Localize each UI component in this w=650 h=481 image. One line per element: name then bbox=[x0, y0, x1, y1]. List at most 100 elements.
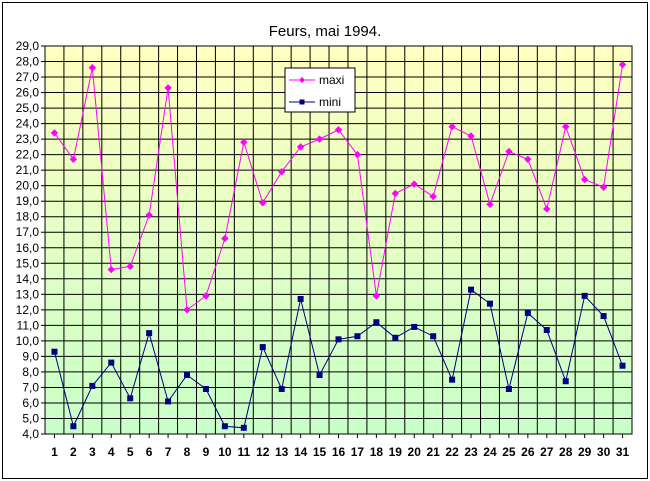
data-point-maxi bbox=[543, 205, 551, 213]
y-tick-label: 11,0 bbox=[17, 318, 40, 332]
data-point-mini bbox=[51, 348, 58, 355]
series-mini bbox=[51, 286, 626, 431]
data-point-maxi bbox=[277, 168, 286, 176]
y-tick-label: 10,0 bbox=[16, 334, 40, 348]
y-tick-label: 24,0 bbox=[16, 117, 40, 131]
y-tick-label: 14,0 bbox=[16, 272, 40, 286]
data-point-maxi bbox=[562, 122, 570, 131]
x-tick-label: 1 bbox=[51, 445, 58, 459]
x-tick-label: 8 bbox=[184, 445, 191, 459]
data-point-mini bbox=[392, 334, 399, 341]
data-point-maxi bbox=[467, 132, 475, 140]
x-tick-label: 16 bbox=[332, 445, 346, 459]
data-point-mini bbox=[524, 309, 531, 316]
y-tick-label: 8,0 bbox=[22, 365, 39, 379]
data-point-mini bbox=[70, 423, 77, 430]
data-point-mini bbox=[486, 300, 493, 307]
data-point-maxi bbox=[524, 155, 532, 164]
data-point-maxi bbox=[429, 192, 437, 201]
legend-marker bbox=[299, 99, 305, 105]
y-tick-label: 21,0 bbox=[16, 163, 40, 177]
y-tick-label: 6,0 bbox=[22, 396, 39, 410]
x-tick-label: 6 bbox=[146, 445, 153, 459]
x-tick-label: 29 bbox=[578, 445, 592, 459]
data-point-maxi bbox=[145, 211, 153, 219]
data-point-mini bbox=[562, 378, 569, 385]
data-point-mini bbox=[600, 313, 607, 320]
data-point-mini bbox=[316, 372, 323, 379]
y-tick-label: 26,0 bbox=[16, 86, 40, 100]
x-tick-label: 3 bbox=[89, 445, 96, 459]
series-layer bbox=[50, 60, 627, 431]
x-tick-label: 25 bbox=[502, 445, 516, 459]
y-tick-label: 18,0 bbox=[16, 210, 40, 224]
data-point-maxi bbox=[88, 64, 97, 72]
data-point-maxi bbox=[599, 183, 608, 191]
data-point-mini bbox=[335, 336, 342, 343]
data-point-maxi bbox=[334, 126, 343, 134]
data-point-mini bbox=[619, 362, 626, 369]
data-point-mini bbox=[108, 359, 115, 366]
y-tick-label: 28,0 bbox=[16, 55, 40, 69]
x-tick-label: 28 bbox=[559, 445, 573, 459]
y-axis-ticks: 4,0 5,06,0 7,08,0 9,010,0 11,012,0 13,014,0 15… bbox=[16, 39, 45, 441]
data-point-maxi bbox=[221, 234, 229, 243]
data-point-maxi bbox=[315, 135, 324, 143]
data-point-mini bbox=[354, 333, 361, 340]
y-tick-label: 20,0 bbox=[16, 179, 40, 193]
x-axis-ticks: 1 2 3 4 5 6 7 8 9 10 11 12 13 14 15 16 17 18 19 20 21 22 23 24 2… bbox=[51, 434, 630, 459]
y-tick-label: 16,0 bbox=[16, 241, 40, 255]
x-tick-label: 30 bbox=[597, 445, 611, 459]
data-point-maxi bbox=[259, 199, 267, 207]
data-point-mini bbox=[221, 423, 228, 430]
legend-label: maxi bbox=[319, 73, 344, 87]
data-point-maxi bbox=[486, 200, 494, 209]
legend-label: mini bbox=[319, 95, 341, 109]
data-point-mini bbox=[240, 424, 247, 431]
data-point-maxi bbox=[50, 129, 59, 137]
x-tick-label: 4 bbox=[108, 445, 115, 459]
legend-item-maxi: maxi bbox=[289, 73, 344, 87]
y-tick-label: 23,0 bbox=[16, 132, 40, 146]
data-point-maxi bbox=[353, 150, 362, 159]
y-tick-label: 7,0 bbox=[22, 380, 39, 394]
data-point-maxi bbox=[164, 84, 172, 92]
x-tick-label: 17 bbox=[351, 445, 365, 459]
x-tick-label: 11 bbox=[237, 445, 250, 459]
data-point-mini bbox=[297, 295, 304, 302]
data-point-maxi bbox=[410, 180, 418, 188]
y-tick-label: 12,0 bbox=[16, 303, 40, 317]
data-point-mini bbox=[373, 319, 380, 326]
y-tick-label: 5,0 bbox=[22, 411, 39, 425]
x-tick-label: 13 bbox=[275, 445, 289, 459]
x-tick-label: 10 bbox=[218, 445, 232, 459]
y-tick-label: 25,0 bbox=[16, 101, 40, 115]
data-point-maxi bbox=[202, 292, 210, 300]
data-point-mini bbox=[505, 385, 512, 392]
data-point-mini bbox=[165, 398, 172, 405]
data-point-mini bbox=[449, 376, 456, 383]
x-tick-label: 19 bbox=[389, 445, 403, 459]
x-tick-label: 2 bbox=[70, 445, 77, 459]
data-point-maxi bbox=[107, 265, 115, 274]
legend-item-mini: mini bbox=[289, 95, 341, 109]
y-tick-label: 13,0 bbox=[16, 287, 40, 301]
y-tick-label: 27,0 bbox=[16, 70, 40, 84]
data-point-maxi bbox=[240, 138, 248, 146]
y-tick-label: 4,0 bbox=[22, 427, 39, 441]
x-tick-label: 14 bbox=[294, 445, 308, 459]
data-point-maxi bbox=[69, 155, 78, 164]
data-point-mini bbox=[184, 372, 191, 379]
x-tick-label: 23 bbox=[464, 445, 478, 459]
data-point-maxi bbox=[391, 189, 400, 198]
x-tick-label: 15 bbox=[313, 445, 327, 459]
data-point-maxi bbox=[448, 122, 456, 131]
series-maxi bbox=[50, 60, 627, 314]
data-point-mini bbox=[89, 382, 96, 389]
y-tick-label: 29,0 bbox=[16, 39, 40, 53]
x-tick-label: 24 bbox=[483, 445, 497, 459]
data-point-mini bbox=[430, 333, 437, 340]
data-point-mini bbox=[543, 327, 550, 334]
data-point-maxi bbox=[296, 143, 305, 151]
